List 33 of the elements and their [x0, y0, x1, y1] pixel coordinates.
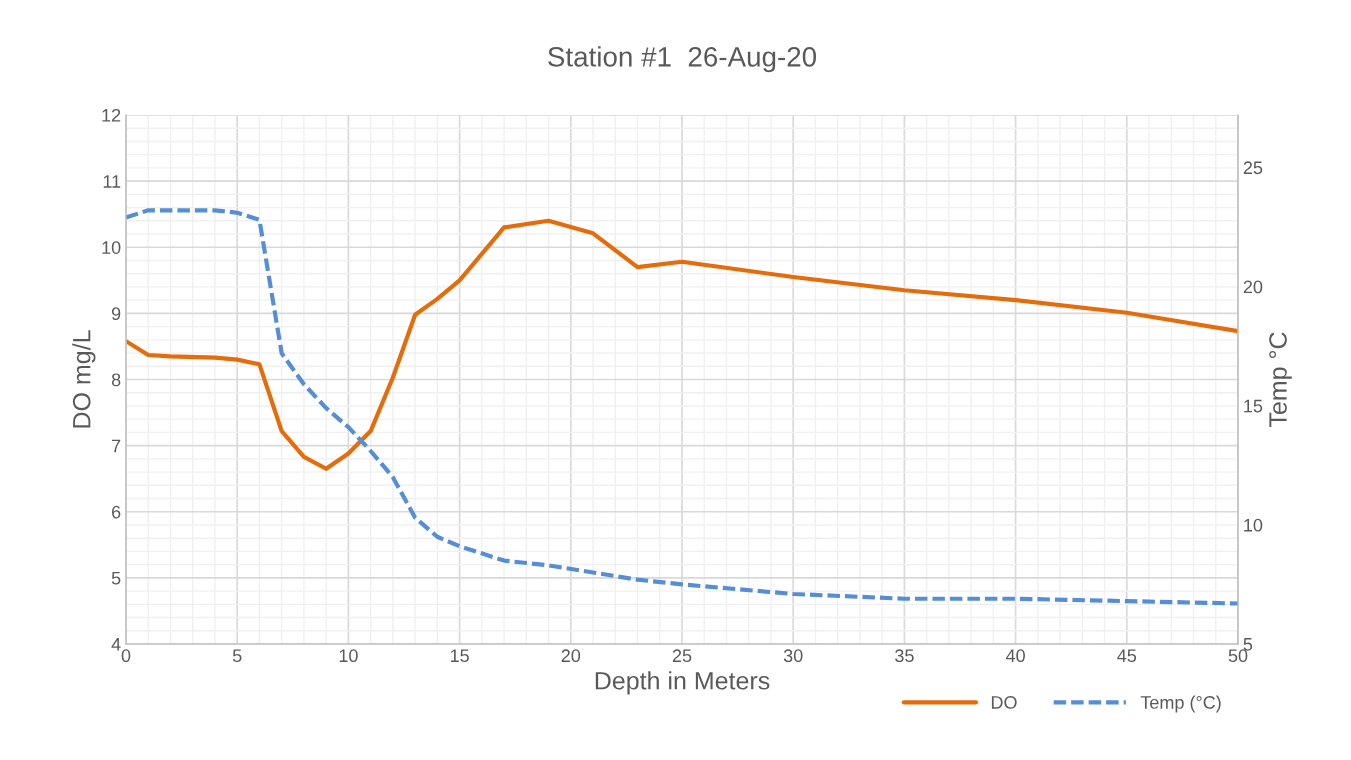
x-tick-label: 30: [783, 649, 803, 663]
x-tick-label: 5: [232, 649, 242, 663]
x-tick-label: 35: [895, 649, 914, 663]
x-tick-label: 40: [1005, 649, 1025, 663]
y-tick-label: 8: [111, 373, 121, 387]
y-tick-label: 4: [111, 638, 121, 651]
y2-tick-label: 15: [1244, 399, 1263, 413]
x-tick-label: 20: [561, 649, 581, 663]
y-tick-label: 10: [102, 241, 121, 254]
y-tick-label: 7: [112, 439, 121, 453]
x-tick-label: 45: [1117, 649, 1137, 663]
y-tick-label: 6: [112, 505, 121, 519]
y2-axis-title: Temp °C: [1269, 332, 1292, 427]
x-tick-label: 0: [121, 649, 131, 663]
line-series: [126, 218, 1238, 471]
y-tick-label: 12: [102, 108, 121, 122]
x-tick-label: 15: [450, 649, 469, 663]
y-tick-label: 11: [103, 175, 121, 188]
y2-tick-label: 5: [1243, 638, 1253, 651]
y2-tick-label: 25: [1243, 161, 1263, 175]
y2-tick-label: 10: [1244, 518, 1263, 532]
y-tick-label: 5: [111, 572, 121, 585]
x-tick-label: 50: [1228, 649, 1248, 663]
y-tick-label: 9: [111, 307, 121, 321]
chart-title: Station #1 26-Aug-20: [548, 46, 817, 73]
x-tick-label: 10: [339, 649, 358, 663]
legend-label: DO: [991, 696, 1017, 709]
legend-label: Temp (°C): [1140, 695, 1221, 713]
x-axis-title: Depth in Meters: [595, 671, 770, 695]
y2-tick-label: 20: [1243, 280, 1263, 294]
y-axis-title: DO mg/L: [72, 330, 96, 428]
line-series: [126, 208, 1238, 606]
x-tick-label: 25: [672, 649, 692, 663]
